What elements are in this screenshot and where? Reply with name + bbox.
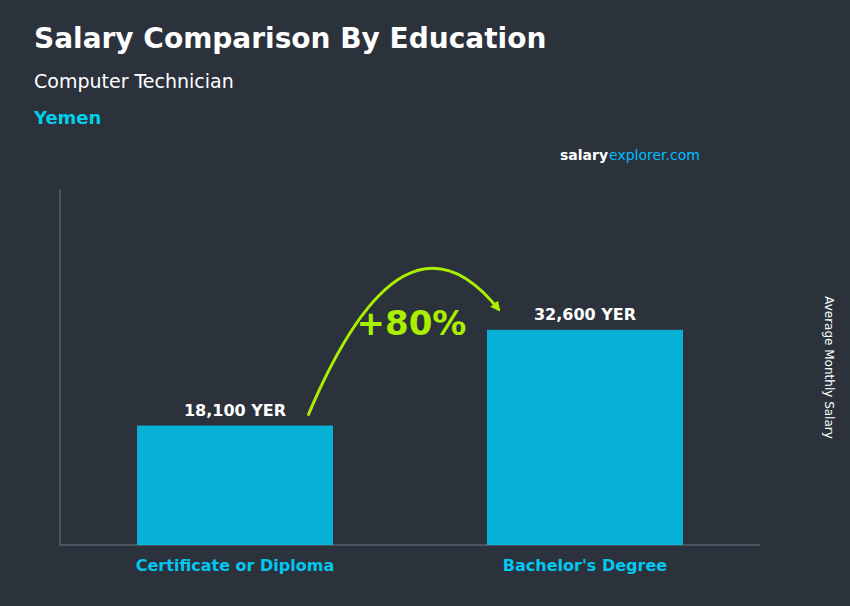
- value-label: 18,100 YER: [184, 401, 286, 420]
- bar: [137, 426, 333, 545]
- country: Yemen: [33, 107, 101, 128]
- bar: [487, 330, 683, 545]
- background: [0, 0, 850, 606]
- subtitle: Computer Technician: [34, 70, 234, 92]
- y-axis: [60, 190, 61, 545]
- chart: Salary Comparison By Education Computer T…: [0, 0, 850, 606]
- title: Salary Comparison By Education: [34, 22, 546, 55]
- source: explorer.com: [609, 147, 700, 163]
- pct-change: +80%: [357, 303, 467, 343]
- category-label: Certificate or Diploma: [136, 556, 334, 575]
- bars: [137, 330, 683, 545]
- source: salary: [560, 147, 608, 163]
- category-label: Bachelor's Degree: [503, 556, 667, 575]
- y-label: Average Monthly Salary: [822, 296, 836, 439]
- value-label: 32,600 YER: [534, 305, 636, 324]
- change-arrow: [308, 268, 499, 415]
